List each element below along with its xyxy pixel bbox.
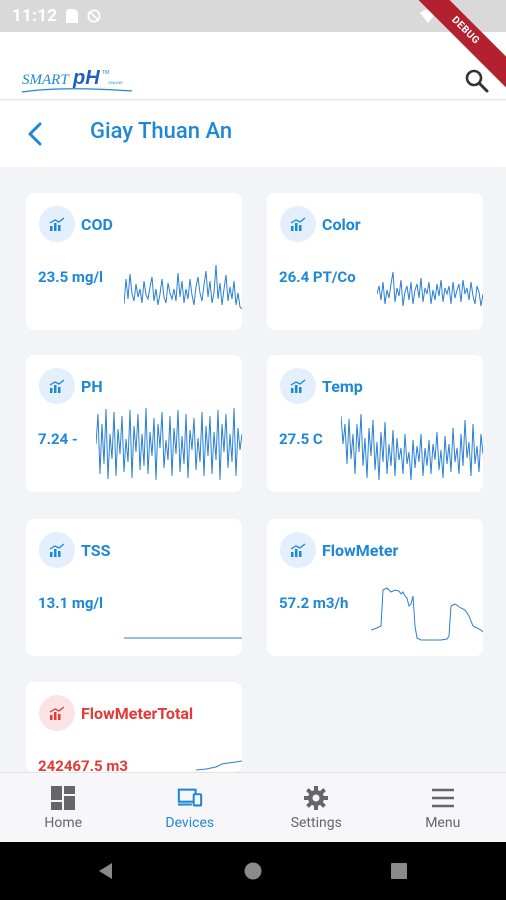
chart-icon bbox=[280, 206, 316, 242]
nav-home[interactable]: Home bbox=[0, 773, 127, 842]
chart-icon bbox=[280, 368, 316, 404]
chart-icon bbox=[280, 532, 316, 568]
device-card-color[interactable]: Color 26.4 PT/Co bbox=[267, 193, 483, 330]
smartph-logo: SMART pH TM ONLINE bbox=[21, 67, 133, 93]
device-card-flowmetertotal[interactable]: FlowMeterTotal 242467.5 m3 bbox=[26, 682, 242, 772]
svg-text:SMART: SMART bbox=[22, 72, 70, 88]
card-value: 26.4 PT/Co bbox=[279, 268, 356, 286]
card-title: Temp bbox=[322, 377, 363, 396]
back-arrow-icon[interactable] bbox=[24, 119, 48, 149]
svg-text:ONLINE: ONLINE bbox=[108, 80, 123, 85]
nav-home-label: Home bbox=[44, 815, 83, 831]
nav-devices-label: Devices bbox=[165, 815, 215, 831]
card-title: FlowMeter bbox=[322, 541, 399, 560]
sparkline bbox=[341, 413, 483, 481]
device-card-tss[interactable]: TSS 13.1 mg/l bbox=[26, 519, 242, 656]
card-value: 27.5 C bbox=[279, 430, 323, 448]
sd-card-icon bbox=[66, 9, 79, 23]
sparkline bbox=[196, 760, 242, 771]
page-title: Giay Thuan An bbox=[90, 119, 233, 144]
no-sync-icon bbox=[87, 9, 101, 23]
status-time: 11:12 bbox=[12, 6, 58, 26]
hamburger-icon bbox=[431, 788, 454, 808]
device-card-flowmeter[interactable]: FlowMeter 57.2 m3/h bbox=[267, 519, 483, 656]
card-title: COD bbox=[81, 215, 113, 234]
card-title: Color bbox=[322, 215, 361, 234]
card-value: 13.1 mg/l bbox=[38, 594, 103, 612]
status-bar: 11:12 bbox=[0, 0, 506, 32]
devices-icon bbox=[177, 788, 202, 807]
sparkline bbox=[371, 587, 483, 641]
nav-devices[interactable]: Devices bbox=[127, 773, 254, 842]
card-title: FlowMeterTotal bbox=[81, 704, 194, 723]
gear-icon bbox=[304, 786, 329, 810]
search-icon[interactable] bbox=[464, 68, 490, 94]
nav-settings[interactable]: Settings bbox=[253, 773, 380, 842]
sparkline bbox=[96, 407, 242, 481]
svg-text:pH: pH bbox=[72, 67, 100, 89]
system-back-icon[interactable] bbox=[96, 861, 116, 881]
system-navigation-bar bbox=[0, 842, 506, 900]
device-card-cod[interactable]: COD 23.5 mg/l bbox=[26, 193, 242, 330]
title-bar: Giay Thuan An bbox=[0, 101, 506, 167]
sparkline bbox=[377, 271, 483, 307]
chart-icon bbox=[39, 206, 75, 242]
card-value: 242467.5 m3 bbox=[38, 757, 128, 772]
sparkline bbox=[124, 264, 242, 310]
card-value: 7.24 - bbox=[38, 430, 78, 448]
chart-icon bbox=[39, 695, 75, 731]
system-recents-icon[interactable] bbox=[390, 862, 408, 880]
device-card-temp[interactable]: Temp 27.5 C bbox=[267, 355, 483, 492]
svg-text:TM: TM bbox=[102, 70, 109, 76]
bottom-navigation: Home Devices Settings Menu bbox=[0, 772, 506, 842]
device-card-ph[interactable]: PH 7.24 - bbox=[26, 355, 242, 492]
nav-settings-label: Settings bbox=[290, 815, 342, 831]
nav-menu[interactable]: Menu bbox=[380, 773, 506, 842]
card-value: 23.5 mg/l bbox=[38, 268, 103, 286]
chart-icon bbox=[39, 532, 75, 568]
card-title: TSS bbox=[81, 541, 111, 560]
nav-menu-label: Menu bbox=[425, 815, 461, 831]
app-bar: SMART pH TM ONLINE bbox=[0, 32, 506, 100]
dashboard-icon bbox=[51, 786, 76, 810]
system-home-icon[interactable] bbox=[243, 861, 263, 881]
card-value: 57.2 m3/h bbox=[279, 594, 349, 612]
card-title: PH bbox=[81, 377, 103, 396]
chart-icon bbox=[39, 368, 75, 404]
sparkline bbox=[124, 637, 242, 639]
